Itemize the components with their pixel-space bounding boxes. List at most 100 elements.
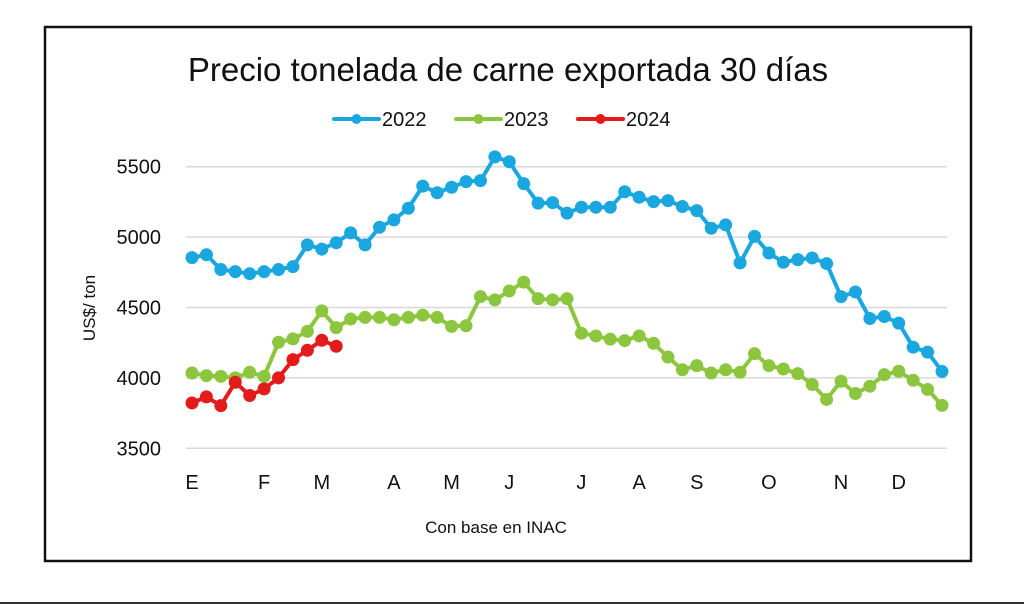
- data-point: [401, 310, 415, 324]
- data-point: [473, 290, 487, 304]
- data-point: [228, 265, 242, 279]
- data-point: [719, 363, 733, 377]
- data-point: [603, 200, 617, 214]
- legend-label: 2023: [504, 109, 549, 131]
- legend-marker: [351, 114, 362, 124]
- data-point: [445, 180, 459, 194]
- data-point: [776, 255, 790, 269]
- data-point: [675, 363, 689, 377]
- data-point: [906, 340, 920, 354]
- data-point: [921, 345, 935, 359]
- data-point: [488, 293, 502, 307]
- data-point: [791, 253, 805, 267]
- data-point: [199, 248, 213, 262]
- data-point: [531, 292, 545, 306]
- data-point: [848, 285, 862, 299]
- data-point: [935, 398, 949, 412]
- data-point: [560, 292, 574, 306]
- data-point: [632, 190, 646, 204]
- data-point: [300, 238, 314, 252]
- legend: 2022 2023 2024: [332, 109, 671, 131]
- data-point: [286, 260, 300, 274]
- data-point: [603, 332, 617, 346]
- data-point: [329, 321, 343, 335]
- data-point: [185, 251, 199, 265]
- data-point: [661, 194, 675, 208]
- data-point: [935, 364, 949, 378]
- data-point: [344, 312, 358, 326]
- data-point: [243, 267, 257, 281]
- y-tick-label: 5000: [117, 227, 162, 249]
- data-point: [776, 362, 790, 376]
- legend-item-2023: 2023: [454, 109, 549, 131]
- series-2024: [185, 333, 343, 413]
- data-point: [416, 308, 430, 322]
- data-point: [546, 293, 560, 307]
- y-tick-label: 3500: [117, 438, 162, 460]
- data-point: [574, 326, 588, 340]
- data-point: [574, 200, 588, 214]
- data-point: [488, 150, 502, 164]
- data-point: [358, 238, 372, 252]
- data-point: [214, 262, 228, 276]
- data-point: [762, 246, 776, 260]
- legend-label: 2022: [382, 109, 427, 131]
- data-point: [502, 284, 516, 298]
- data-point: [560, 206, 574, 220]
- data-point: [690, 204, 704, 218]
- legend-marker: [595, 114, 606, 124]
- data-point: [647, 195, 661, 209]
- series-group: [185, 150, 949, 413]
- x-tick-label: A: [632, 472, 646, 494]
- data-point: [820, 392, 834, 406]
- data-point: [228, 375, 242, 389]
- data-point: [704, 221, 718, 235]
- y-axis-tick-labels: 3500 4000 4500 5000 5500: [117, 157, 162, 461]
- data-point: [329, 339, 343, 353]
- x-tick-label: D: [892, 472, 906, 494]
- data-point: [185, 396, 199, 410]
- data-point: [459, 319, 473, 333]
- data-point: [589, 329, 603, 343]
- data-point: [906, 373, 920, 387]
- data-point: [805, 378, 819, 392]
- data-point: [257, 382, 271, 396]
- x-tick-label: O: [761, 472, 777, 494]
- data-point: [315, 242, 329, 256]
- data-point: [315, 304, 329, 318]
- series-2022: [185, 150, 949, 378]
- data-point: [286, 332, 300, 346]
- data-point: [445, 319, 459, 333]
- data-point: [647, 336, 661, 350]
- data-point: [661, 350, 675, 364]
- data-point: [704, 366, 718, 380]
- x-tick-label: F: [258, 472, 270, 494]
- data-point: [517, 275, 531, 289]
- data-point: [618, 334, 632, 348]
- data-point: [863, 311, 877, 325]
- data-point: [733, 256, 747, 270]
- data-point: [719, 218, 733, 232]
- x-tick-label: A: [387, 472, 401, 494]
- data-point: [459, 175, 473, 189]
- data-point: [344, 226, 358, 240]
- x-tick-label: M: [443, 472, 460, 494]
- data-point: [748, 229, 761, 243]
- data-point: [214, 399, 228, 413]
- data-point: [199, 390, 213, 404]
- data-point: [243, 365, 257, 379]
- data-point: [733, 365, 747, 379]
- data-point: [502, 155, 516, 169]
- data-point: [272, 335, 286, 349]
- data-point: [286, 353, 300, 367]
- data-point: [243, 389, 257, 402]
- data-point: [430, 310, 444, 324]
- data-point: [863, 379, 877, 393]
- data-point: [877, 368, 891, 382]
- data-point: [748, 347, 761, 361]
- data-point: [589, 200, 603, 214]
- x-tick-label: E: [185, 472, 198, 494]
- data-point: [300, 324, 314, 338]
- data-point: [517, 177, 531, 191]
